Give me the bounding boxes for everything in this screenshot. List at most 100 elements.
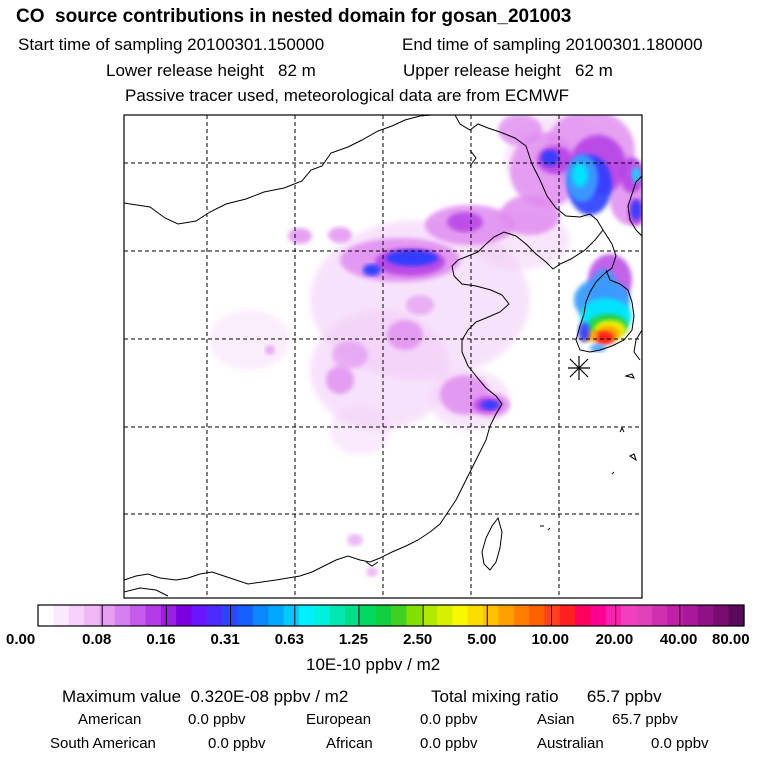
colorbar-swatch: [314, 605, 331, 626]
end-time-label: End time of sampling 20100301.180000: [402, 35, 703, 54]
plume-blob: [386, 250, 438, 266]
region-australian-label: Australian: [537, 735, 604, 752]
colorbar-tick-label: 40.00: [659, 631, 698, 648]
colorbar-swatch: [406, 605, 423, 626]
region-african-label: African: [326, 735, 373, 752]
colorbar-swatch: [621, 605, 638, 626]
plume-blob: [265, 345, 275, 355]
plume-blob: [572, 163, 588, 187]
colorbar-swatch: [344, 605, 361, 626]
colorbar-tick-label: 1.25: [338, 631, 369, 648]
upper-release-height-label: Upper release height 62 m: [403, 61, 613, 80]
colorbar-swatch: [130, 605, 147, 626]
plume-blob: [590, 344, 606, 352]
plume-blob: [210, 310, 290, 370]
colorbar-tick-label: 0.08: [82, 631, 112, 648]
colorbar-swatch: [145, 605, 162, 626]
colorbar-swatch: [99, 605, 116, 626]
plume-blob: [447, 212, 483, 232]
plume-blob: [328, 227, 352, 243]
colorbar-tick-label: 0.00: [6, 631, 36, 648]
asterisk-icon: [568, 356, 590, 380]
colorbar-swatch: [53, 605, 70, 626]
colorbar-swatch: [360, 605, 377, 626]
region-american-label: American: [78, 711, 142, 728]
colorbar-tick-label: 0.16: [146, 631, 176, 648]
colorbar-frame: [37, 604, 745, 627]
lower-release-height-label: Lower release height 82 m: [106, 61, 316, 80]
plume-blob: [541, 150, 559, 166]
colorbar-swatch: [160, 605, 177, 626]
region-south-american-label: South American: [50, 735, 156, 752]
colorbar-swatch: [206, 605, 223, 626]
colorbar-swatch: [421, 605, 438, 626]
region-australian-value: 0.0 ppbv: [651, 735, 709, 752]
colorbar-swatch: [682, 605, 699, 626]
plume-blob: [631, 200, 641, 220]
plume-field: [210, 115, 642, 577]
region-european-value: 0.0 ppbv: [420, 711, 478, 728]
colorbar-swatch: [483, 605, 500, 626]
grid-lines: [124, 115, 642, 598]
colorbar-swatch: [375, 605, 392, 626]
colorbar-swatch: [437, 605, 453, 626]
colorbar-swatch: [252, 605, 269, 626]
colorbar-tick-label: 5.00: [467, 631, 497, 648]
colorbar-swatch: [605, 605, 622, 626]
colorbar-tick-label: 10.00: [531, 631, 569, 648]
colorbar-tick-label: 80.00: [712, 631, 750, 648]
plume-blob: [594, 331, 614, 345]
colorbar-swatch: [728, 605, 745, 626]
plume-blob: [326, 366, 354, 394]
plume-blob: [363, 264, 381, 276]
region-european-label: European: [306, 711, 372, 728]
colorbar-swatch: [575, 605, 592, 626]
colorbar-swatch: [590, 605, 607, 626]
colorbar-tick-label: 0.31: [210, 631, 240, 648]
colorbar-swatch: [329, 605, 346, 626]
plume-blob: [632, 167, 640, 183]
colorbar-swatch: [559, 605, 576, 626]
coastline: [124, 115, 642, 597]
colorbar-swatch: [68, 605, 85, 626]
colorbar-swatch: [191, 605, 208, 626]
colorbar-swatch: [176, 605, 193, 626]
colorbar-swatch: [513, 605, 530, 626]
colorbar-tick-label: 0.63: [274, 631, 304, 648]
colorbar-tick-label: 20.00: [595, 631, 634, 648]
colorbar-swatch: [529, 605, 546, 626]
colorbar-swatch: [114, 605, 131, 626]
total-mixing-ratio: Total mixing ratio 65.7 ppbv: [431, 687, 662, 706]
colorbar-swatch: [283, 605, 300, 626]
tracer-note: Passive tracer used, meteorological data…: [125, 86, 570, 105]
colorbar-swatch: [636, 605, 653, 626]
colorbar-swatch: [452, 605, 469, 626]
region-african-value: 0.0 ppbv: [420, 735, 478, 752]
start-time-label: Start time of sampling 20100301.150000: [18, 35, 325, 54]
plume-blob: [366, 567, 378, 577]
maximum-value: Maximum value 0.320E-08 ppbv / m2: [62, 687, 349, 706]
colorbar-unit: 10E-10 ppbv / m2: [306, 655, 441, 674]
colorbar-swatch: [697, 605, 714, 626]
plume-blob: [387, 320, 423, 350]
colorbar-swatch: [268, 605, 285, 626]
plume-blob: [406, 295, 434, 315]
region-american-value: 0.0 ppbv: [188, 711, 246, 728]
plume-blob: [288, 228, 312, 244]
colorbar-tick-label: 2.50: [403, 631, 433, 648]
plume-blob: [332, 341, 368, 369]
colorbar-swatch: [651, 605, 668, 626]
plume-blob: [578, 322, 590, 342]
colorbar-swatch: [237, 605, 254, 626]
plume-blob: [481, 400, 499, 410]
colorbar-swatch: [713, 605, 730, 626]
region-asian-label: Asian: [537, 711, 575, 728]
colorbar-swatch: [84, 605, 100, 626]
colorbar-swatch: [38, 605, 54, 626]
plume-blob: [620, 157, 642, 193]
colorbar-swatch: [467, 605, 484, 626]
region-asian-value: 65.7 ppbv: [612, 711, 678, 728]
page-title: CO source contributions in nested domain…: [16, 6, 572, 27]
colorbar-swatch: [498, 605, 515, 626]
